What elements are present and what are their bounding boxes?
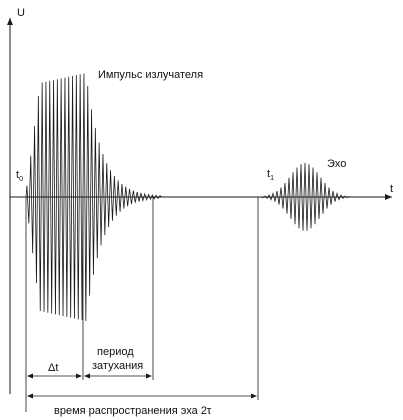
emitter-pulse-waveform xyxy=(25,73,163,321)
damping-period-label-line1: период xyxy=(97,346,134,358)
emitter-pulse-label: Импульс излучателя xyxy=(98,69,203,81)
t1-label: t1 xyxy=(267,168,274,182)
delta-t-label: Δt xyxy=(48,362,58,374)
echo-waveform xyxy=(260,162,352,231)
echo-label: Эхо xyxy=(327,158,346,170)
echo-time-label: время распространения эха 2τ xyxy=(54,405,212,417)
t0-label: t0 xyxy=(16,169,23,183)
damping-period-dimension xyxy=(84,373,152,379)
y-axis-label: U xyxy=(17,7,25,19)
damping-period-label-line2: затухания xyxy=(92,360,143,372)
delta-t-dimension xyxy=(27,373,82,379)
x-axis-label: t xyxy=(390,183,393,195)
echo-time-dimension xyxy=(27,393,257,399)
